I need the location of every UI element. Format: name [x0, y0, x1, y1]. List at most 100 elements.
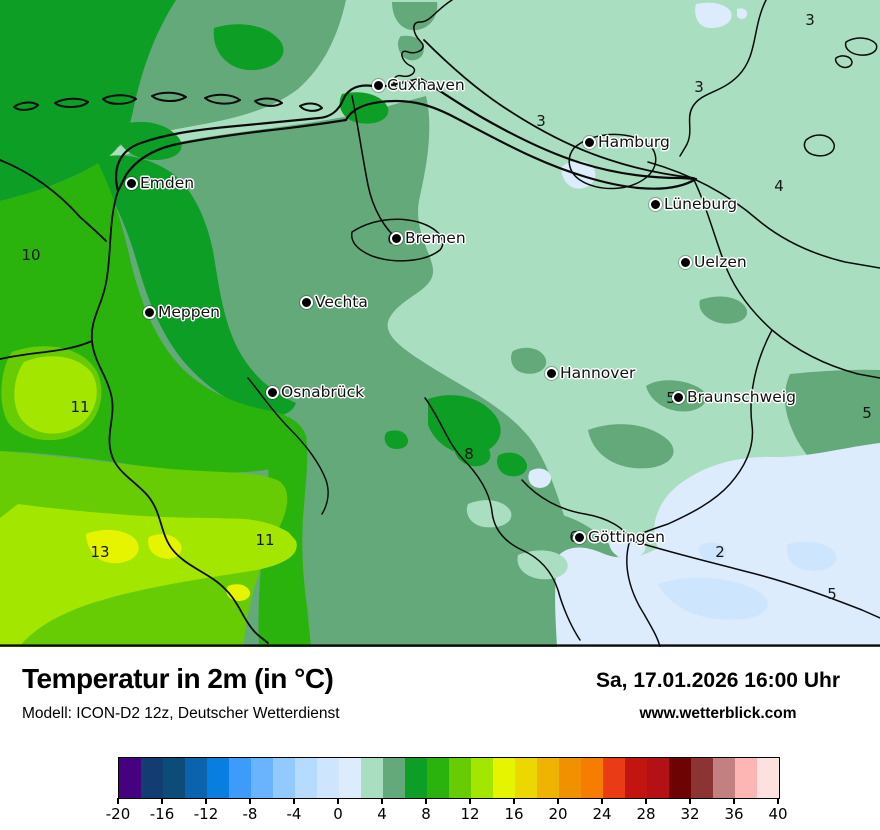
- colorbar-tick: [689, 798, 691, 804]
- colorbar-tick: [249, 798, 251, 804]
- city-label: Osnabrück: [281, 382, 365, 401]
- nl-border: [90, 190, 269, 644]
- colorbar-segment--12: [207, 758, 229, 798]
- city-label: Meppen: [158, 302, 220, 321]
- border-goettingen-north: [521, 479, 631, 541]
- colorbar-segment-18: [537, 758, 559, 798]
- website-url: www.wetterblick.com: [639, 705, 797, 722]
- colorbar-segment-0: [339, 758, 361, 798]
- colorbar-tick-label: -20: [105, 805, 131, 823]
- colorbar-segment-26: [625, 758, 647, 798]
- colorbar-segment-30: [669, 758, 691, 798]
- map-footer: Temperatur in 2m (in °C) Modell: ICON-D2…: [0, 647, 880, 830]
- region-band-6-8: [0, 0, 528, 477]
- city-marker-hamburg: Hamburg: [583, 133, 670, 151]
- city-dot: [143, 306, 156, 319]
- colorbar-segment-28: [647, 758, 669, 798]
- hamburg-border: [568, 133, 657, 190]
- colorbar-segment-6: [405, 758, 427, 798]
- colorbar-tick-label: -12: [193, 805, 219, 823]
- colorbar-segment--20: [119, 758, 141, 798]
- temperature-value: 5: [862, 404, 872, 422]
- bremen-border: [350, 218, 444, 262]
- city-dot: [300, 296, 313, 309]
- city-dot: [649, 198, 662, 211]
- weather-map: 3334101165581113625 CuxhavenHamburgEmden…: [0, 0, 880, 647]
- temperature-value: 2: [715, 543, 725, 561]
- colorbar-tick-label: -4: [286, 805, 302, 823]
- colorbar-tick: [293, 798, 295, 804]
- border-elbe-south: [693, 179, 880, 379]
- city-marker-lüneburg: Lüneburg: [649, 195, 737, 213]
- colorbar-segment-8: [427, 758, 449, 798]
- temperature-map-svg: [0, 0, 880, 647]
- city-label: Bremen: [405, 228, 466, 247]
- colorbar-tick-label: 4: [377, 805, 387, 823]
- city-marker-cuxhaven: Cuxhaven: [372, 76, 465, 94]
- colorbar-tick-label: 20: [548, 805, 568, 823]
- city-dot: [679, 256, 692, 269]
- colorbar-segment-12: [471, 758, 493, 798]
- city-label: Cuxhaven: [387, 75, 465, 94]
- colorbar-tick: [777, 798, 779, 804]
- colorbar-tick: [117, 798, 119, 804]
- city-label: Vechta: [315, 292, 368, 311]
- region-band-neg2-0: [658, 541, 837, 620]
- temperature-value: 8: [464, 445, 474, 463]
- map-title: Temperatur in 2m (in °C): [22, 663, 334, 694]
- colorbar-tick-label: 12: [460, 805, 480, 823]
- temperature-value: 3: [536, 112, 546, 130]
- colorbar-tick: [557, 798, 559, 804]
- city-label: Hamburg: [598, 132, 670, 151]
- city-label: Braunschweig: [687, 387, 796, 406]
- colorbar-segment-34: [713, 758, 735, 798]
- city-label: Göttingen: [588, 527, 665, 546]
- city-marker-uelzen: Uelzen: [679, 253, 747, 271]
- border-east-of-hamburg: [647, 161, 880, 269]
- city-marker-vechta: Vechta: [300, 293, 368, 311]
- forecast-datetime: Sa, 17.01.2026 16:00 Uhr: [595, 669, 840, 692]
- border-west-a: [0, 159, 107, 242]
- temperature-value: 4: [774, 177, 784, 195]
- colorbar-segment--18: [141, 758, 163, 798]
- temperature-colorbar: [118, 757, 780, 799]
- border-south-of-goettingen: [626, 539, 661, 647]
- colorbar-segment-4: [383, 758, 405, 798]
- colorbar-tick: [425, 798, 427, 804]
- colorbar-tick-label: 36: [724, 805, 744, 823]
- lakes-right: [803, 37, 878, 157]
- colorbar-tick: [733, 798, 735, 804]
- colorbar-segment--10: [229, 758, 251, 798]
- region-mint-patches: [466, 467, 634, 580]
- border-weser-hills: [424, 397, 581, 641]
- border-top-right: [679, 0, 767, 157]
- temperature-value: 5: [827, 585, 837, 603]
- border-lines: [0, 0, 880, 647]
- city-marker-bremen: Bremen: [390, 229, 466, 247]
- colorbar-segment-38: [757, 758, 779, 798]
- colorbar-tick: [381, 798, 383, 804]
- city-label: Uelzen: [694, 252, 747, 271]
- colorbar-tick-label: 40: [768, 805, 788, 823]
- colorbar-segment-24: [603, 758, 625, 798]
- coastline-mainland: [114, 77, 698, 193]
- colorbar-tick: [645, 798, 647, 804]
- city-label: Emden: [140, 173, 195, 192]
- city-label: Lüneburg: [664, 194, 738, 213]
- weser-river: [351, 95, 397, 239]
- border-top-middle: [393, 0, 453, 89]
- city-marker-osnabrück: Osnabrück: [266, 383, 364, 401]
- city-dot: [125, 177, 138, 190]
- temperature-value: 5: [666, 389, 676, 407]
- colorbar-segment--16: [163, 758, 185, 798]
- city-marker-meppen: Meppen: [143, 303, 220, 321]
- colorbar-tick-label: -16: [149, 805, 175, 823]
- colorbar-tick-label: 8: [421, 805, 431, 823]
- colorbar-segment-32: [691, 758, 713, 798]
- coastline-islands: [13, 91, 323, 112]
- colorbar-segment-2: [361, 758, 383, 798]
- colorbar-segment-10: [449, 758, 471, 798]
- colorbar-tick-label: 0: [333, 805, 343, 823]
- temperature-value: 13: [90, 543, 110, 561]
- colorbar-tick: [469, 798, 471, 804]
